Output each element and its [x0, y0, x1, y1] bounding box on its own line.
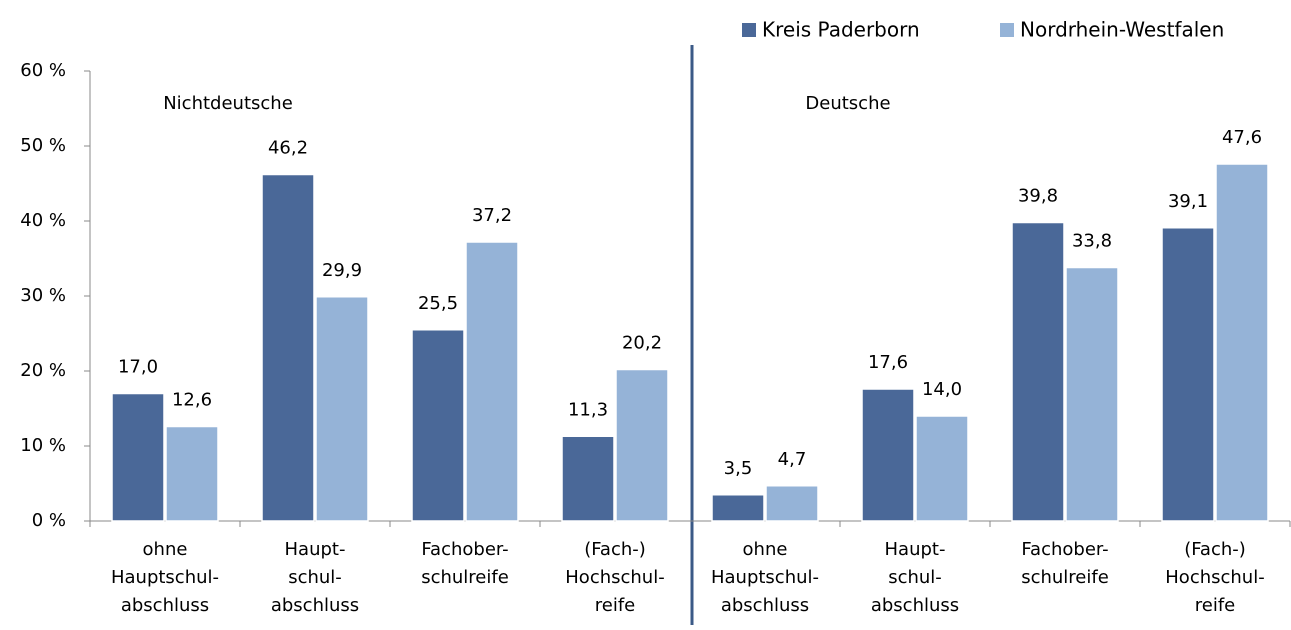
legend-swatch — [1000, 23, 1014, 37]
bar — [315, 296, 369, 522]
y-tick-label: 20 % — [20, 360, 66, 381]
x-tick-label: Haupt- schul- abschluss — [270, 539, 360, 616]
annotation: Nichtdeutsche — [163, 93, 293, 114]
data-label: 12,6 — [172, 390, 212, 411]
x-tick-label: (Fach-) Hochschul- reife — [565, 539, 665, 616]
y-tick-label: 30 % — [20, 285, 66, 306]
annotation: Deutsche — [805, 93, 890, 114]
x-tick-label: Fachober- schulreife — [1021, 539, 1109, 588]
data-label: 46,2 — [268, 138, 308, 159]
bar — [165, 425, 219, 522]
data-label: 25,5 — [418, 293, 458, 314]
data-label: 14,0 — [922, 379, 962, 400]
x-tick-label: (Fach-) Hochschul- reife — [1165, 539, 1265, 616]
legend-label: Kreis Paderborn — [762, 18, 920, 42]
data-label: 3,5 — [724, 458, 753, 479]
data-label: 17,6 — [868, 352, 908, 373]
legend-swatch — [742, 23, 756, 37]
data-label: 33,8 — [1072, 231, 1112, 252]
y-tick-label: 10 % — [20, 435, 66, 456]
data-label: 11,3 — [568, 399, 608, 420]
legend-label: Nordrhein-Westfalen — [1020, 18, 1224, 42]
y-tick-label: 40 % — [20, 210, 66, 231]
data-label: 47,6 — [1222, 127, 1262, 148]
bar — [615, 368, 669, 522]
data-label: 4,7 — [778, 449, 807, 470]
data-label: 17,0 — [118, 357, 158, 378]
bar — [111, 392, 165, 522]
y-tick-label: 60 % — [20, 60, 66, 81]
x-tick-label: ohne Hauptschul- abschluss — [110, 539, 220, 616]
bar — [765, 485, 819, 522]
x-tick-label: Haupt- schul- abschluss — [870, 539, 960, 616]
bar — [915, 415, 969, 522]
data-label: 39,1 — [1168, 191, 1208, 212]
data-label: 37,2 — [472, 205, 512, 226]
y-tick-label: 0 % — [32, 510, 66, 531]
bar — [411, 329, 465, 522]
x-tick-label: Fachober- schulreife — [421, 539, 509, 588]
data-label: 29,9 — [322, 260, 362, 281]
bar — [261, 173, 315, 522]
data-label: 39,8 — [1018, 186, 1058, 207]
bar — [861, 388, 915, 522]
y-tick-label: 50 % — [20, 135, 66, 156]
bar — [465, 241, 519, 522]
x-tick-label: ohne Hauptschul- abschluss — [710, 539, 820, 616]
bar — [561, 435, 615, 522]
bar — [711, 494, 765, 522]
bar — [1065, 266, 1119, 522]
bar — [1215, 163, 1269, 522]
data-label: 20,2 — [622, 333, 662, 354]
bar — [1011, 221, 1065, 522]
bar — [1161, 227, 1215, 522]
